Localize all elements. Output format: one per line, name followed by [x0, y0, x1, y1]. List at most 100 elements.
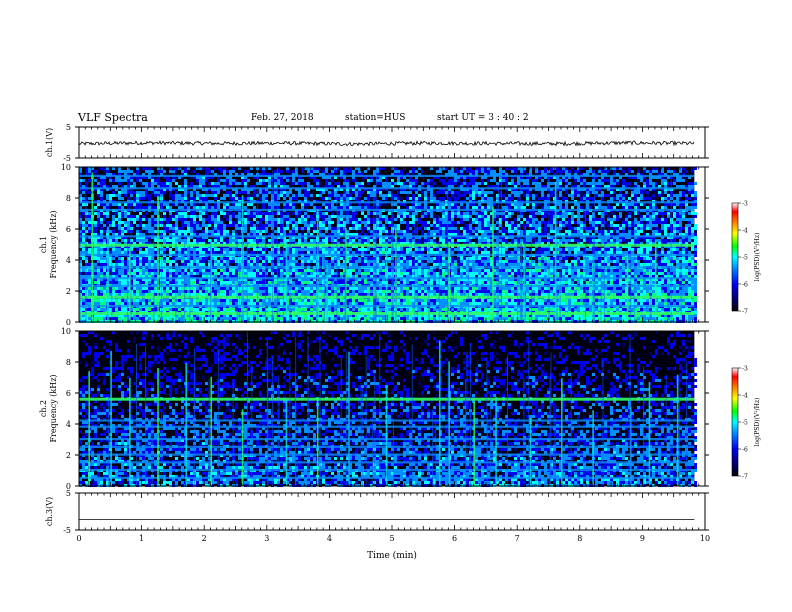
- spectral-noise-cell: [253, 212, 256, 215]
- spectral-noise-cell: [232, 278, 235, 281]
- spectral-noise-cell: [328, 263, 331, 266]
- spectral-noise-cell: [373, 179, 376, 182]
- spectral-noise-cell: [331, 191, 334, 194]
- spectral-noise-cell: [385, 218, 388, 221]
- spectral-noise-cell: [310, 167, 313, 170]
- spectral-noise-cell: [262, 206, 265, 209]
- spectral-noise-cell: [319, 293, 322, 296]
- spectral-noise-cell: [160, 170, 163, 173]
- spectral-noise-cell: [376, 212, 379, 215]
- spectral-noise-cell: [367, 191, 370, 194]
- spectral-noise-cell: [187, 167, 190, 170]
- spectral-noise-cell: [304, 242, 307, 245]
- spectral-noise-cell: [274, 176, 277, 179]
- spectral-noise-cell: [154, 317, 157, 320]
- spectral-noise-cell: [211, 290, 214, 293]
- spectral-noise-cell: [331, 170, 334, 173]
- spectral-noise-cell: [175, 176, 178, 179]
- spectral-noise-cell: [292, 203, 295, 206]
- spectral-noise-cell: [373, 263, 376, 266]
- spectral-noise-cell: [238, 227, 241, 230]
- spectral-noise-cell: [163, 233, 166, 236]
- spectral-noise-cell: [88, 278, 91, 281]
- spectral-noise-cell: [121, 233, 124, 236]
- spectral-noise-cell: [238, 191, 241, 194]
- spectral-noise-cell: [190, 185, 193, 188]
- spectral-noise-cell: [205, 224, 208, 227]
- spectral-noise-cell: [124, 302, 127, 305]
- spectral-noise-cell: [268, 281, 271, 284]
- spectral-noise-cell: [169, 236, 172, 239]
- spectral-noise-cell: [178, 194, 181, 197]
- spectral-noise-cell: [133, 257, 136, 260]
- spectral-noise-cell: [331, 188, 334, 191]
- spectral-noise-cell: [121, 221, 124, 224]
- spectral-noise-cell: [304, 188, 307, 191]
- spectral-noise-cell: [166, 179, 169, 182]
- spectral-noise-cell: [190, 281, 193, 284]
- spectral-noise-cell: [121, 317, 124, 320]
- spectral-noise-cell: [274, 179, 277, 182]
- spectral-noise-cell: [322, 242, 325, 245]
- spectral-noise-cell: [139, 287, 142, 290]
- spectral-noise-cell: [403, 260, 406, 263]
- spectral-noise-cell: [214, 248, 217, 251]
- spectral-noise-cell: [151, 290, 154, 293]
- spectral-noise-cell: [238, 221, 241, 224]
- spectral-noise-cell: [202, 293, 205, 296]
- spectral-noise-cell: [295, 260, 298, 263]
- spectral-noise-cell: [163, 239, 166, 242]
- spectral-noise-cell: [319, 221, 322, 224]
- spectral-noise-cell: [385, 242, 388, 245]
- spectral-noise-cell: [262, 278, 265, 281]
- spectral-noise-cell: [223, 212, 226, 215]
- spectral-noise-cell: [370, 290, 373, 293]
- spectral-noise-cell: [214, 278, 217, 281]
- spectral-noise-cell: [358, 206, 361, 209]
- spectral-noise-cell: [166, 188, 169, 191]
- spectral-noise-cell: [229, 239, 232, 242]
- spectral-noise-cell: [283, 302, 286, 305]
- spectral-noise-cell: [337, 278, 340, 281]
- spectral-noise-cell: [169, 197, 172, 200]
- spectral-noise-cell: [403, 302, 406, 305]
- spectral-noise-cell: [193, 293, 196, 296]
- spectral-noise-cell: [106, 212, 109, 215]
- spectral-noise-cell: [133, 269, 136, 272]
- spectral-noise-cell: [232, 203, 235, 206]
- spectral-noise-cell: [202, 263, 205, 266]
- spectral-noise-cell: [295, 272, 298, 275]
- spectral-noise-cell: [244, 287, 247, 290]
- spectral-noise-cell: [94, 236, 97, 239]
- spectral-noise-cell: [253, 191, 256, 194]
- spectral-noise-cell: [352, 239, 355, 242]
- spectral-noise-cell: [355, 263, 358, 266]
- spectral-noise-cell: [307, 188, 310, 191]
- spectral-noise-cell: [400, 185, 403, 188]
- spectral-noise-cell: [343, 269, 346, 272]
- spectral-noise-cell: [118, 257, 121, 260]
- spectral-noise-cell: [223, 293, 226, 296]
- spectral-noise-cell: [361, 287, 364, 290]
- spectral-noise-cell: [394, 215, 397, 218]
- spectral-noise-cell: [304, 293, 307, 296]
- spectral-noise-cell: [277, 221, 280, 224]
- spectral-noise-cell: [82, 215, 85, 218]
- spectral-noise-cell: [118, 293, 121, 296]
- spectral-noise-cell: [238, 212, 241, 215]
- spectral-noise-cell: [145, 197, 148, 200]
- spectral-noise-cell: [379, 173, 382, 176]
- spectral-noise-cell: [196, 230, 199, 233]
- spectral-noise-cell: [376, 203, 379, 206]
- spectral-noise-cell: [121, 308, 124, 311]
- spectral-noise-cell: [148, 218, 151, 221]
- spectral-noise-cell: [235, 194, 238, 197]
- spectral-noise-cell: [268, 275, 271, 278]
- spectral-noise-cell: [322, 269, 325, 272]
- spectral-noise-cell: [298, 251, 301, 254]
- spectral-noise-cell: [403, 221, 406, 224]
- spectral-noise-cell: [367, 230, 370, 233]
- spectral-noise-cell: [382, 227, 385, 230]
- spectral-noise-cell: [184, 173, 187, 176]
- spectral-noise-cell: [226, 242, 229, 245]
